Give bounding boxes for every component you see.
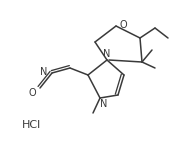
Text: HCl: HCl [22,120,41,130]
Text: O: O [28,88,36,98]
Text: N: N [100,99,108,109]
Text: N: N [103,49,111,59]
Text: N: N [40,67,47,77]
Text: O: O [119,20,127,30]
